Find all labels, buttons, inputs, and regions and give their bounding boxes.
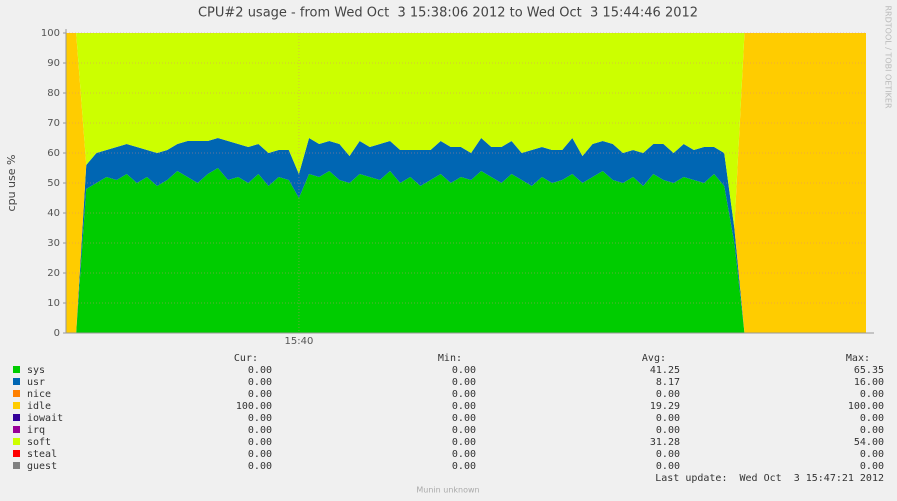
- side-label: RRDTOOL / TOBI OETIKER: [884, 5, 893, 108]
- y-axis-label: cpu use %: [5, 155, 18, 212]
- legend-value: 0.00: [248, 365, 272, 376]
- legend-value: 100.00: [236, 401, 272, 412]
- x-tick-label: 15:40: [284, 336, 313, 347]
- legend-value: 19.29: [650, 401, 680, 412]
- y-tick-label: 50: [47, 178, 60, 189]
- legend-value: 0.00: [452, 461, 476, 472]
- y-tick-label: 80: [47, 88, 60, 99]
- area-sys: [66, 168, 866, 333]
- y-tick-label: 90: [47, 58, 60, 69]
- legend-value: 0.00: [656, 413, 680, 424]
- legend-value: 0.00: [656, 389, 680, 400]
- legend-value: 0.00: [656, 425, 680, 436]
- legend-value: 0.00: [248, 461, 272, 472]
- legend-value: 0.00: [860, 413, 884, 424]
- y-tick-label: 0: [54, 328, 60, 339]
- y-tick-label: 40: [47, 208, 60, 219]
- legend-header: Cur:: [234, 353, 258, 364]
- legend-value: 0.00: [248, 377, 272, 388]
- legend-value: 0.00: [452, 425, 476, 436]
- legend-value: 0.00: [248, 425, 272, 436]
- legend-value: 0.00: [248, 389, 272, 400]
- y-tick-label: 60: [47, 148, 60, 159]
- legend-value: 41.25: [650, 365, 680, 376]
- legend-label: guest: [27, 461, 57, 472]
- legend-label: iowait: [27, 413, 63, 424]
- area-idle: [66, 33, 866, 333]
- legend-value: 0.00: [248, 449, 272, 460]
- legend-value: 0.00: [860, 461, 884, 472]
- legend-swatch: [13, 462, 20, 469]
- y-tick-label: 10: [47, 298, 60, 309]
- legend-swatch: [13, 450, 20, 457]
- y-tick-label: 70: [47, 118, 60, 129]
- area-soft: [66, 33, 866, 228]
- legend-value: 0.00: [452, 365, 476, 376]
- legend-value: 0.00: [452, 389, 476, 400]
- legend-label: nice: [27, 389, 51, 400]
- legend-swatch: [13, 390, 20, 397]
- legend-value: 54.00: [854, 437, 884, 448]
- legend-label: sys: [27, 365, 45, 376]
- y-tick-label: 20: [47, 268, 60, 279]
- y-tick-label: 30: [47, 238, 60, 249]
- legend-value: 8.17: [656, 377, 680, 388]
- legend-value: 0.00: [248, 437, 272, 448]
- legend-header: Avg:: [642, 353, 666, 364]
- legend-value: 31.28: [650, 437, 680, 448]
- legend-value: 0.00: [452, 449, 476, 460]
- legend-value: 65.35: [854, 365, 884, 376]
- legend-value: 0.00: [452, 401, 476, 412]
- legend-swatch: [13, 378, 20, 385]
- legend-header: Min:: [438, 353, 462, 364]
- legend-value: 100.00: [848, 401, 884, 412]
- y-tick-label: 100: [41, 28, 60, 39]
- legend-value: 0.00: [452, 413, 476, 424]
- footer-source: Munin unknown: [416, 486, 479, 495]
- legend-header: Max:: [846, 353, 870, 364]
- legend-value: 0.00: [860, 425, 884, 436]
- legend-swatch: [13, 414, 20, 421]
- legend-label: irq: [27, 425, 45, 436]
- legend-label: soft: [27, 437, 51, 448]
- legend-swatch: [13, 438, 20, 445]
- legend-swatch: [13, 402, 20, 409]
- legend-value: 0.00: [656, 461, 680, 472]
- legend-value: 0.00: [248, 413, 272, 424]
- legend-label: usr: [27, 377, 45, 388]
- legend-swatch: [13, 366, 20, 373]
- legend-value: 16.00: [854, 377, 884, 388]
- legend-label: steal: [27, 449, 57, 460]
- last-update: Last update: Wed Oct 3 15:47:21 2012: [655, 473, 884, 484]
- legend-value: 0.00: [860, 389, 884, 400]
- legend-value: 0.00: [452, 437, 476, 448]
- chart-title: CPU#2 usage - from Wed Oct 3 15:38:06 20…: [198, 6, 698, 21]
- area-usr: [66, 138, 866, 333]
- legend-value: 0.00: [656, 449, 680, 460]
- legend-value: 0.00: [452, 377, 476, 388]
- legend-label: idle: [27, 401, 51, 412]
- legend-swatch: [13, 426, 20, 433]
- legend-value: 0.00: [860, 449, 884, 460]
